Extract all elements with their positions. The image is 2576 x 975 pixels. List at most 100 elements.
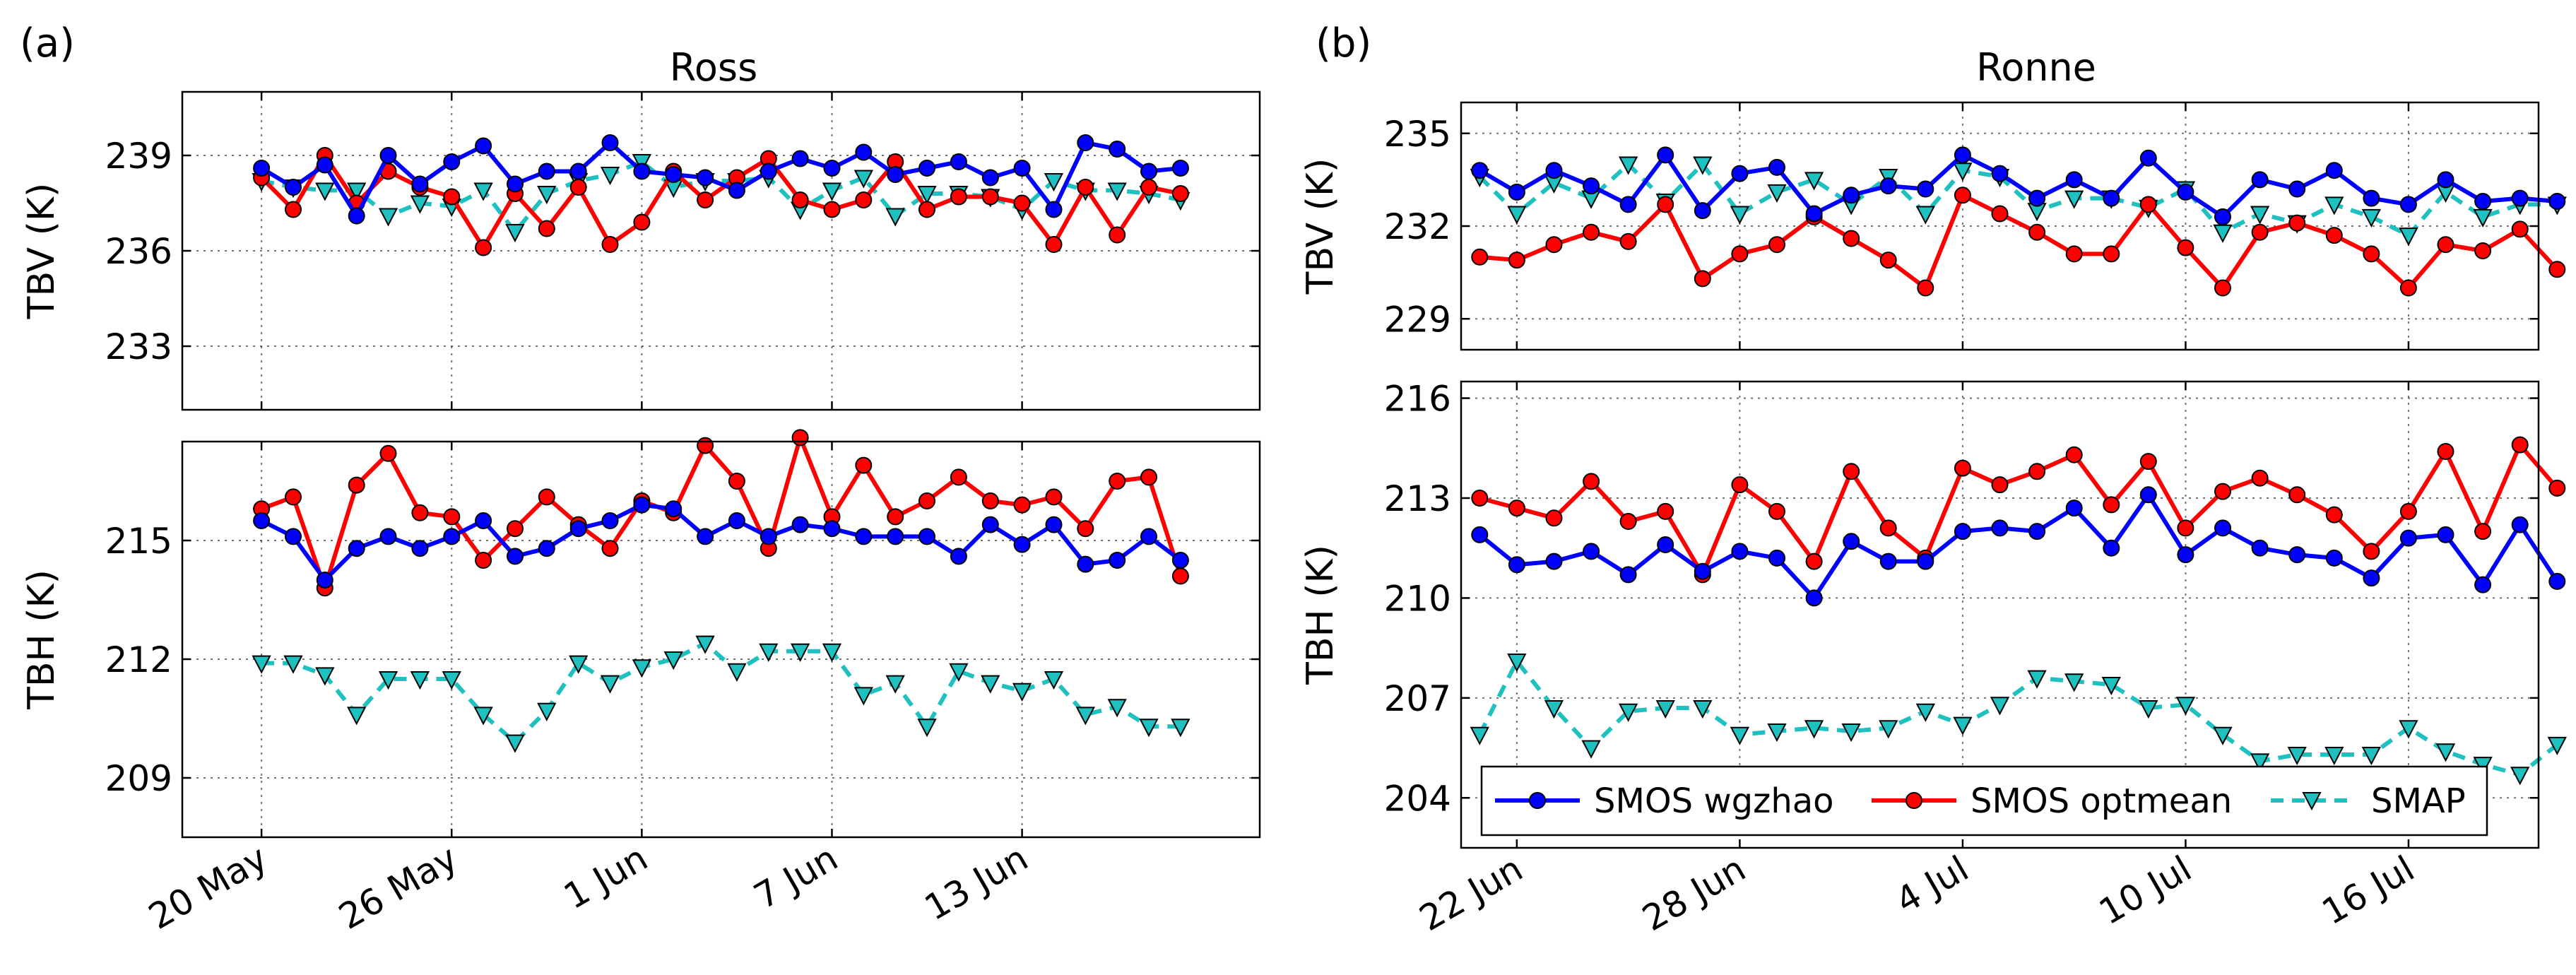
- data-point-optmean: [1171, 185, 1189, 202]
- data-point-smap: [473, 182, 493, 201]
- data-point-wgzhao: [2474, 193, 2492, 210]
- data-point-optmean: [2103, 245, 2120, 263]
- data-point-smap: [853, 687, 873, 706]
- data-point-wgzhao: [2214, 519, 2231, 537]
- data-point-optmean: [443, 508, 461, 526]
- data-point-optmean: [2028, 463, 2046, 480]
- data-point-optmean: [1879, 519, 1897, 537]
- data-point-smap: [790, 643, 810, 662]
- y-tick-label: 235: [1384, 114, 1451, 155]
- data-point-wgzhao: [728, 182, 745, 199]
- data-point-optmean: [538, 488, 555, 506]
- data-point-wgzhao: [443, 528, 461, 545]
- panel-b-tbv-axes: 229 232 235 TBV (K): [1299, 101, 2567, 351]
- data-point-wgzhao: [2325, 549, 2343, 567]
- data-point-optmean: [1545, 509, 1563, 527]
- data-point-wgzhao: [2028, 523, 2046, 540]
- data-point-wgzhao: [760, 528, 777, 545]
- data-point-wgzhao: [1583, 543, 1600, 560]
- data-point-wgzhao: [981, 516, 999, 533]
- legend-marker-optmean: [1906, 792, 1922, 809]
- data-point-optmean: [2177, 519, 2194, 537]
- data-point-optmean: [950, 188, 967, 206]
- data-point-optmean: [2288, 214, 2306, 232]
- data-point-wgzhao: [855, 528, 873, 545]
- data-point-smap: [537, 186, 557, 205]
- data-point-smap: [949, 663, 969, 682]
- data-point-optmean: [1619, 232, 1637, 250]
- data-point-wgzhao: [633, 496, 651, 514]
- data-point-wgzhao: [2214, 208, 2231, 225]
- data-point-smap: [1915, 703, 1935, 722]
- data-point-wgzhao: [538, 162, 555, 180]
- data-point-smap: [2399, 228, 2418, 247]
- y-tick-label: 236: [105, 231, 172, 272]
- data-point-wgzhao: [1991, 165, 2009, 182]
- data-point-wgzhao: [2363, 189, 2380, 207]
- data-point-wgzhao: [2103, 539, 2120, 557]
- data-point-wgzhao: [285, 528, 302, 545]
- data-point-smap: [1730, 726, 1750, 745]
- data-point-wgzhao: [475, 137, 492, 155]
- data-point-smap: [410, 195, 430, 214]
- data-point-wgzhao: [1954, 146, 1971, 164]
- data-point-smap: [1075, 707, 1095, 726]
- data-point-wgzhao: [1805, 589, 1823, 607]
- data-point-optmean: [2325, 227, 2343, 244]
- data-point-optmean: [1619, 513, 1637, 530]
- data-point-smap: [2547, 736, 2567, 756]
- data-point-wgzhao: [2177, 183, 2194, 201]
- data-point-wgzhao: [1731, 543, 1749, 560]
- data-point-smap: [347, 707, 367, 726]
- data-point-smap: [1915, 206, 1935, 225]
- data-point-optmean: [1657, 502, 1674, 520]
- y-axis-label: TBH (K): [20, 569, 63, 710]
- data-point-wgzhao: [1583, 177, 1600, 195]
- axes-frame: [181, 90, 1261, 411]
- data-point-wgzhao: [697, 528, 714, 545]
- data-point-wgzhao: [918, 160, 935, 177]
- data-point-wgzhao: [981, 169, 999, 187]
- data-point-smap: [2064, 673, 2084, 692]
- data-point-smap: [252, 655, 271, 674]
- data-point-smap: [1544, 700, 1564, 719]
- data-point-optmean: [697, 191, 714, 208]
- legend-label-wgzhao: SMOS wgzhao: [1594, 781, 1834, 821]
- data-point-wgzhao: [791, 516, 809, 533]
- data-point-wgzhao: [1013, 160, 1031, 177]
- data-point-wgzhao: [2251, 539, 2269, 557]
- data-point-optmean: [1805, 552, 1823, 570]
- data-point-smap: [1730, 206, 1750, 225]
- data-point-optmean: [2065, 446, 2083, 463]
- data-point-optmean: [855, 191, 873, 208]
- data-point-smap: [2175, 697, 2196, 716]
- data-point-smap: [917, 719, 937, 738]
- data-point-smap: [1470, 726, 1489, 745]
- data-point-optmean: [2325, 506, 2343, 524]
- data-point-wgzhao: [1843, 187, 1860, 204]
- data-point-wgzhao: [2251, 171, 2269, 189]
- data-point-wgzhao: [1109, 552, 1126, 569]
- data-point-wgzhao: [411, 175, 429, 193]
- panel-a-tbv-axes: 233 236 239 TBV (K): [20, 90, 1261, 411]
- data-point-wgzhao: [823, 520, 841, 538]
- data-point-wgzhao: [285, 179, 302, 196]
- data-point-smap: [1618, 703, 1638, 722]
- data-point-optmean: [1731, 245, 1749, 263]
- legend-marker-smap: [2302, 792, 2322, 811]
- data-point-wgzhao: [2139, 486, 2157, 504]
- data-point-wgzhao: [1171, 552, 1189, 569]
- data-point-optmean: [1768, 236, 1785, 254]
- data-point-optmean: [1545, 236, 1563, 254]
- data-point-wgzhao: [411, 540, 429, 557]
- y-axis-label: TBV (K): [20, 183, 63, 320]
- data-point-wgzhao: [1045, 516, 1063, 533]
- data-point-wgzhao: [1879, 552, 1897, 570]
- data-point-optmean: [1508, 252, 1525, 269]
- data-point-wgzhao: [1731, 165, 1749, 182]
- data-point-wgzhao: [633, 162, 651, 180]
- data-point-optmean: [1879, 252, 1897, 269]
- data-point-wgzhao: [1805, 205, 1823, 223]
- data-point-smap: [2361, 747, 2382, 766]
- data-point-wgzhao: [2437, 171, 2454, 189]
